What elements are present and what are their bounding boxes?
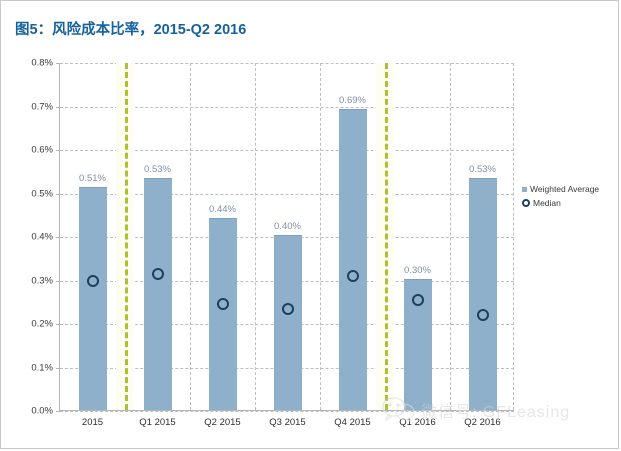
gridline	[60, 150, 514, 151]
median-marker	[281, 302, 294, 315]
bar-data-label: 0.51%	[79, 173, 106, 185]
legend-item-weighted-average: Weighted Average	[522, 182, 599, 196]
y-axis-tick-label: 0.5%	[31, 188, 53, 199]
x-axis-tick-label: Q1 2016	[399, 417, 436, 428]
median-marker	[86, 274, 99, 287]
gridline	[60, 106, 514, 108]
square-marker-icon	[522, 186, 527, 192]
bar	[468, 178, 497, 410]
x-axis-tick-label: 2015	[81, 417, 104, 428]
y-axis-tick-label: 0.2%	[31, 318, 53, 330]
bar-data-label: 0.40%	[274, 221, 301, 232]
median-marker	[151, 267, 164, 280]
y-axis-tick-label: 0.8%	[31, 57, 53, 69]
y-axis-tick-mark	[56, 280, 60, 282]
y-axis-tick-label: 0.0%	[31, 405, 53, 417]
bar	[78, 187, 107, 410]
median-marker	[346, 270, 359, 283]
gridline	[60, 193, 514, 195]
y-axis-tick-mark	[56, 63, 60, 64]
x-axis-tick-label: Q1 2015	[139, 417, 176, 428]
legend-item-median: Median	[522, 196, 599, 210]
y-axis-tick-label: 0.1%	[31, 362, 53, 373]
y-axis-tick-mark	[56, 411, 60, 412]
median-marker	[411, 294, 424, 307]
bar-data-label: 0.53%	[469, 164, 496, 176]
y-axis-tick-label: 0.3%	[31, 275, 53, 286]
y-axis-tick-mark	[56, 367, 60, 369]
bar	[208, 217, 237, 410]
x-axis-tick-label: Q4 2015	[334, 417, 371, 428]
chart-canvas: 0.0% 0.1% 0.2% 0.3% 0.4% 0.5% 0.6% 0.7% 0.8% 0.5…	[1, 49, 620, 449]
bar-data-label: 0.30%	[404, 264, 431, 276]
bar	[143, 178, 172, 410]
gridline	[60, 411, 514, 412]
page-title: 图5：风险成本比率，2015-Q2 2016	[15, 22, 247, 38]
category-separator	[320, 63, 321, 410]
y-axis-tick-label: 0.4%	[31, 231, 53, 243]
plot-top-border	[60, 63, 514, 64]
x-axis-tick-label: Q2 2015	[204, 417, 241, 428]
y-axis-tick-label: 0.6%	[31, 144, 53, 156]
y-axis-tick-mark	[56, 193, 60, 195]
x-axis-tick-label: Q3 2015	[269, 417, 306, 428]
legend-label-median: Median	[533, 198, 561, 208]
y-axis-tick-mark	[56, 106, 60, 108]
period-divider-line	[385, 63, 388, 410]
legend-label-weighted-average: Weighted Average	[530, 184, 600, 194]
plot-area: 0.0% 0.1% 0.2% 0.3% 0.4% 0.5% 0.6% 0.7% 0.8% 0.5…	[31, 58, 514, 428]
category-separator	[450, 63, 451, 410]
y-axis-tick-mark	[56, 237, 60, 238]
y-axis-tick-mark	[56, 324, 60, 325]
category-separator	[255, 63, 256, 410]
category-separator	[190, 63, 191, 410]
chart-legend: Weighted Average Median	[522, 182, 599, 210]
median-marker	[476, 309, 489, 322]
period-divider-line	[125, 63, 128, 410]
median-marker	[216, 298, 229, 311]
bar-data-label: 0.44%	[209, 203, 236, 215]
bar-data-label: 0.53%	[144, 164, 171, 176]
bar	[338, 108, 367, 410]
x-axis-tick-label: Q2 2016	[464, 417, 501, 428]
plot-right-border	[513, 63, 514, 410]
y-axis-tick-label: 0.7%	[31, 101, 53, 112]
y-axis-tick-mark	[56, 150, 60, 151]
circle-marker-icon	[522, 199, 530, 207]
bar-data-label: 0.69%	[339, 94, 366, 106]
bar	[273, 235, 302, 410]
